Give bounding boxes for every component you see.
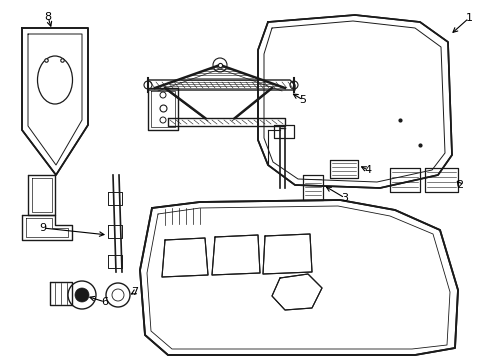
Text: 9: 9 (40, 223, 46, 233)
Polygon shape (108, 192, 122, 205)
Polygon shape (271, 274, 321, 310)
Polygon shape (303, 175, 323, 200)
Polygon shape (22, 215, 72, 240)
Polygon shape (424, 168, 457, 192)
Text: 3: 3 (341, 193, 348, 203)
Text: 8: 8 (44, 12, 51, 22)
Text: 4: 4 (364, 165, 371, 175)
Polygon shape (212, 235, 260, 275)
Polygon shape (162, 238, 207, 277)
Polygon shape (148, 80, 294, 90)
Polygon shape (273, 125, 293, 138)
Polygon shape (258, 15, 451, 188)
Polygon shape (28, 175, 55, 215)
Polygon shape (22, 28, 88, 175)
Polygon shape (329, 160, 357, 178)
Polygon shape (168, 118, 285, 126)
Polygon shape (148, 88, 178, 130)
Text: 7: 7 (131, 287, 138, 297)
Polygon shape (389, 168, 419, 192)
Polygon shape (140, 200, 457, 355)
Polygon shape (50, 282, 72, 305)
Polygon shape (108, 255, 122, 268)
Text: 1: 1 (465, 13, 471, 23)
Text: 2: 2 (455, 180, 463, 190)
Circle shape (75, 288, 89, 302)
Text: 6: 6 (102, 297, 108, 307)
Polygon shape (263, 234, 311, 274)
Text: 5: 5 (299, 95, 306, 105)
Polygon shape (108, 225, 122, 238)
